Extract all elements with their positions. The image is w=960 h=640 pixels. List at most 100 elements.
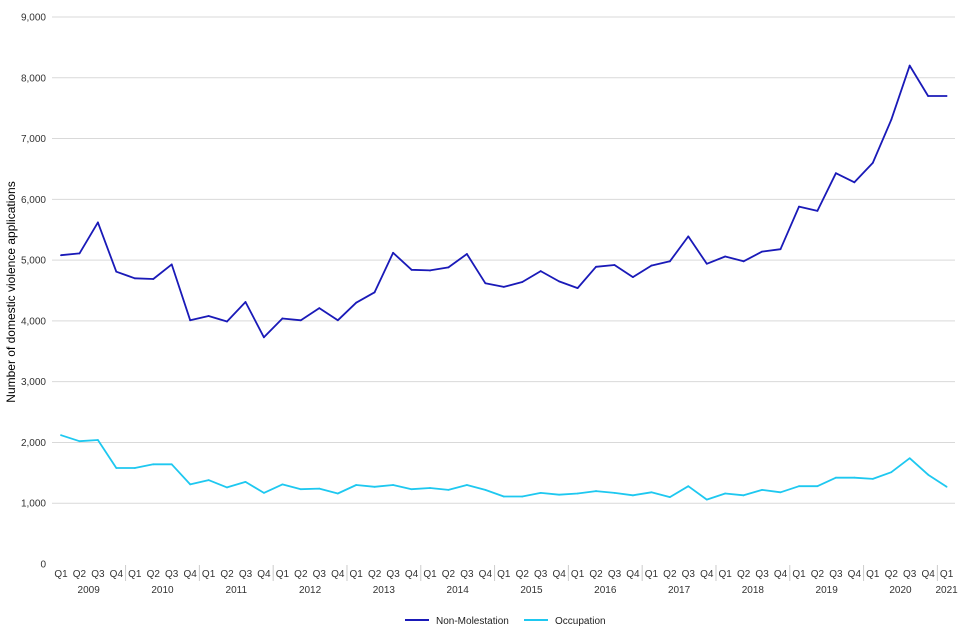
- x-tick-quarter: Q2: [516, 569, 530, 580]
- x-tick-quarter: Q2: [294, 569, 308, 580]
- data-point: [687, 485, 690, 488]
- data-point: [263, 491, 265, 494]
- x-tick-quarter: Q4: [257, 569, 271, 580]
- x-tick-quarter: Q3: [682, 569, 696, 580]
- x-tick-quarter: Q1: [54, 569, 68, 580]
- data-point: [133, 277, 136, 280]
- x-tick-year: 2010: [151, 585, 174, 596]
- data-point: [835, 476, 837, 479]
- data-point: [373, 291, 376, 294]
- data-point: [392, 484, 394, 486]
- legend-label: Occupation: [555, 616, 606, 627]
- y-tick-label: 1,000: [21, 499, 46, 510]
- data-point: [355, 301, 358, 304]
- data-point: [207, 479, 210, 482]
- data-point: [705, 262, 708, 265]
- data-point: [502, 495, 505, 498]
- legend: Non-Molestation Occupation: [405, 616, 606, 627]
- data-point: [97, 221, 99, 224]
- series-line-occupation: [60, 434, 948, 501]
- x-tick-quarter: Q2: [442, 569, 456, 580]
- x-tick-quarter: Q3: [239, 569, 253, 580]
- y-tick-label: 8,000: [21, 73, 46, 84]
- x-tick-year: 2020: [889, 585, 912, 596]
- data-point: [835, 172, 837, 175]
- data-point: [668, 260, 671, 263]
- data-point: [927, 95, 930, 97]
- data-point: [170, 463, 173, 466]
- x-tick-quarter: Q1: [571, 569, 585, 580]
- data-point: [871, 478, 874, 480]
- data-point: [724, 492, 727, 495]
- y-tick-label: 3,000: [21, 377, 46, 388]
- data-point: [724, 255, 727, 258]
- x-tick-quarter: Q1: [423, 569, 437, 580]
- x-tick-quarter: Q2: [147, 569, 161, 580]
- x-tick-quarter: Q1: [645, 569, 659, 580]
- data-point: [687, 235, 690, 238]
- y-tick-label: 9,000: [21, 13, 46, 24]
- x-tick-quarter: Q3: [608, 569, 622, 580]
- data-point: [466, 484, 468, 486]
- data-point: [226, 486, 228, 489]
- y-tick-label: 7,000: [21, 134, 46, 145]
- x-tick-quarter: Q4: [479, 569, 493, 580]
- data-point: [207, 315, 210, 317]
- data-point: [410, 488, 413, 491]
- data-point: [742, 260, 745, 263]
- data-point: [853, 476, 856, 479]
- data-point: [281, 317, 284, 320]
- data-point: [595, 490, 597, 492]
- x-tick-quarter: Q3: [755, 569, 769, 580]
- x-tick-quarter: Q3: [460, 569, 474, 580]
- x-tick-year: 2013: [373, 585, 396, 596]
- data-point: [484, 488, 487, 491]
- y-axis-ticks: 0 1,000 2,000 3,000 4,000 5,000 6,000 7,000 8,00…: [21, 13, 46, 571]
- data-point: [189, 319, 192, 322]
- data-point: [632, 276, 634, 279]
- data-point: [871, 161, 874, 164]
- x-tick-quarter: Q3: [313, 569, 327, 580]
- data-point: [299, 488, 302, 491]
- data-point: [336, 319, 339, 322]
- data-point: [521, 281, 524, 283]
- x-tick-quarter: Q1: [940, 569, 954, 580]
- x-tick-quarter: Q4: [921, 569, 935, 580]
- data-point: [133, 467, 136, 469]
- series-line-non-molestation: [60, 64, 947, 339]
- data-point: [576, 287, 579, 289]
- data-point: [429, 269, 431, 272]
- data-point: [299, 319, 302, 322]
- x-tick-quarter: Q1: [497, 569, 511, 580]
- data-point: [632, 494, 634, 497]
- x-tick-quarter: Q2: [663, 569, 677, 580]
- x-tick-quarter: Q3: [165, 569, 179, 580]
- x-tick-quarter: Q4: [552, 569, 566, 580]
- x-tick-quarter: Q3: [386, 569, 400, 580]
- data-point: [539, 491, 542, 494]
- data-point: [189, 483, 192, 486]
- x-tick-quarter: Q2: [368, 569, 382, 580]
- y-axis-label: Number of domestic violence applications: [4, 181, 18, 402]
- x-tick-quarter: Q1: [128, 569, 142, 580]
- x-tick-quarter: Q3: [903, 569, 917, 580]
- data-point: [890, 118, 893, 121]
- data-point: [890, 471, 893, 474]
- x-tick-quarter: Q4: [700, 569, 714, 580]
- data-point: [705, 498, 708, 501]
- x-tick-quarter: Q2: [220, 569, 234, 580]
- data-point: [484, 282, 487, 285]
- x-tick-quarter: Q1: [350, 569, 364, 580]
- data-point: [97, 439, 99, 441]
- data-point: [558, 280, 561, 283]
- data-point: [466, 253, 468, 255]
- data-point: [78, 440, 81, 443]
- data-point: [595, 265, 597, 268]
- x-tick-quarter: Q1: [719, 569, 733, 580]
- x-tick-year: 2014: [447, 585, 470, 596]
- data-point: [521, 495, 524, 498]
- data-point: [742, 494, 745, 497]
- data-point: [115, 270, 118, 273]
- x-tick-year: 2017: [668, 585, 691, 596]
- data-point: [613, 491, 616, 494]
